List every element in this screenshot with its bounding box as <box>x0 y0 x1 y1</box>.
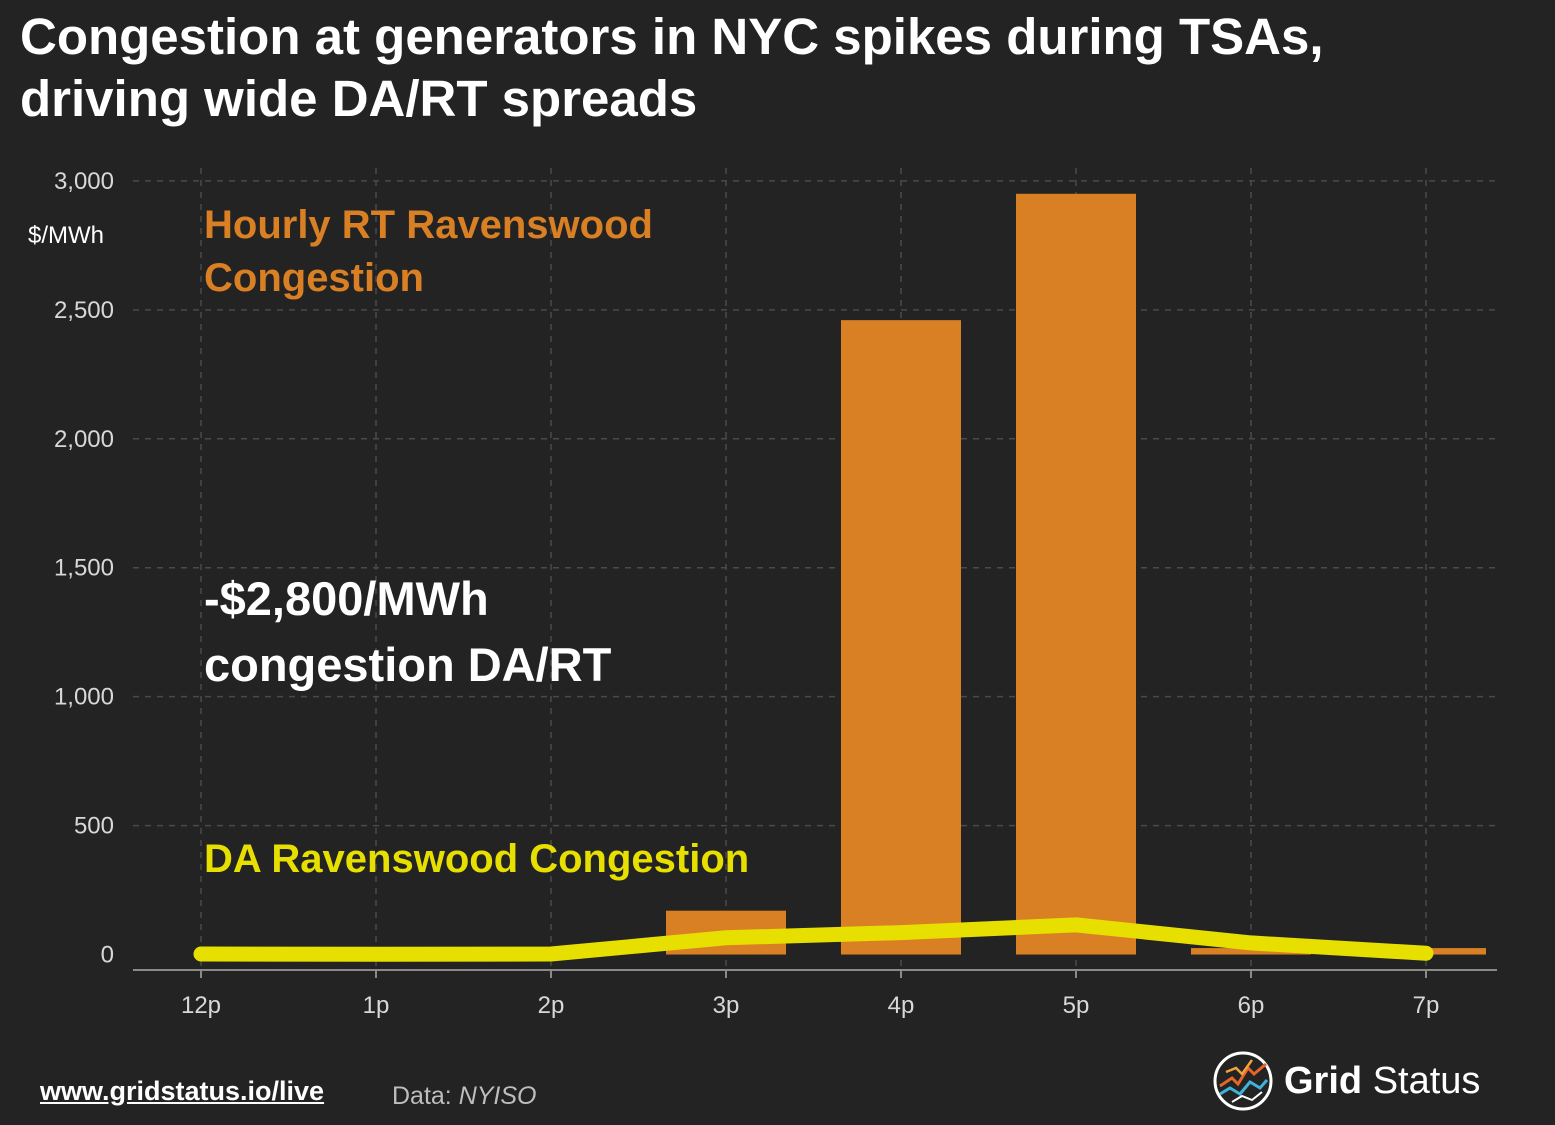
x-tick-label: 6p <box>1238 992 1265 1019</box>
data-source-name: NYISO <box>458 1082 537 1110</box>
axes: 0 500 1,000 1,500 2,000 2,500 3,000 12p 1p 2p 3p 4p… <box>54 168 1497 1019</box>
y-tick-label: 2,000 <box>54 426 114 453</box>
da-congestion-point <box>900 931 902 934</box>
x-tick-label: 12p <box>181 992 221 1019</box>
brand-rest: Status <box>1372 1059 1481 1102</box>
gridstatus-live-link[interactable]: www.gridstatus.io/live <box>40 1076 325 1106</box>
da-congestion-point <box>200 953 202 956</box>
grid-status-wordmark: Grid Status <box>1284 1060 1480 1103</box>
rt-congestion-bars <box>666 193 1486 955</box>
da-congestion-point <box>375 953 377 956</box>
da-congestion-line <box>193 917 1434 962</box>
chart-title: Congestion at generators in NYC spikes d… <box>20 6 1540 130</box>
chart-labels: $/MWh Hourly RT Ravenswood Congestion -$… <box>28 203 749 881</box>
data-source: Data: NYISO <box>392 1082 537 1111</box>
rt-series-label-line-1: Hourly RT Ravenswood <box>204 203 653 247</box>
grid-status-logo-icon <box>1213 1051 1273 1111</box>
x-tick-label: 5p <box>1063 992 1090 1019</box>
da-series-label: DA Ravenswood Congestion <box>204 837 749 881</box>
da-congestion-point <box>1425 952 1427 955</box>
chart-title-line-1: Congestion at generators in NYC spikes d… <box>20 8 1324 65</box>
grid-status-logo: Grid Status <box>1212 1050 1480 1112</box>
da-congestion-point <box>1250 941 1252 944</box>
y-axis-unit-label: $/MWh <box>28 222 104 249</box>
data-source-prefix: Data: <box>392 1082 459 1110</box>
rt-congestion-bar <box>841 320 961 955</box>
x-tick-label: 2p <box>538 992 565 1019</box>
rt-congestion-bar <box>1191 948 1311 955</box>
x-tick-label: 3p <box>713 992 740 1019</box>
y-tick-label: 1,500 <box>54 555 114 582</box>
da-congestion-point <box>1075 923 1077 926</box>
rt-congestion-bar <box>1016 193 1136 955</box>
x-tick-label: 4p <box>888 992 915 1019</box>
brand-bold: Grid <box>1284 1059 1363 1102</box>
spread-annotation-line-2: congestion DA/RT <box>204 638 612 691</box>
rt-series-label-line-2: Congestion <box>204 256 424 300</box>
spread-annotation-line-1: -$2,800/MWh <box>204 572 489 625</box>
chart-title-line-2: driving wide DA/RT spreads <box>20 70 698 127</box>
da-congestion-line-group <box>193 917 1434 962</box>
y-tick-label: 2,500 <box>54 297 114 324</box>
y-tick-label: 500 <box>74 813 114 840</box>
da-congestion-point <box>550 953 552 956</box>
y-tick-label: 1,000 <box>54 684 114 711</box>
x-tick-label: 7p <box>1413 992 1440 1019</box>
da-congestion-point <box>725 936 727 939</box>
x-tick-label: 1p <box>363 992 390 1019</box>
y-tick-label: 3,000 <box>54 168 114 195</box>
y-tick-label: 0 <box>101 942 114 969</box>
